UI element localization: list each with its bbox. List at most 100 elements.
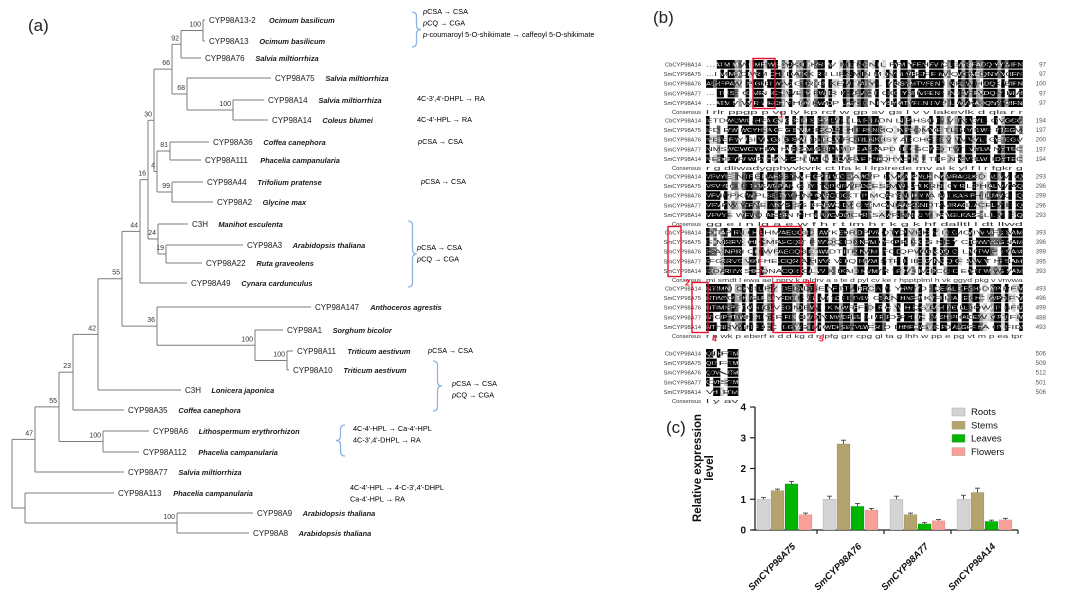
alignment-cell-run bbox=[986, 191, 991, 200]
alignment-cell-run bbox=[904, 210, 908, 219]
tree-leaf-species-label: Lithospermum erythrorhizon bbox=[199, 427, 300, 436]
alignment-cell-run bbox=[882, 247, 886, 256]
alignment-cell-run bbox=[1004, 312, 1009, 322]
conserved-site-box bbox=[772, 281, 816, 334]
alignment-cell-run bbox=[900, 266, 904, 275]
alignment-end-number: 299 bbox=[1036, 193, 1047, 200]
alignment-cell-run bbox=[774, 191, 778, 200]
x-category-label: SmCYP98A14 bbox=[946, 541, 998, 593]
alignment-cell-run bbox=[968, 266, 973, 275]
alignment-cell-run bbox=[932, 135, 937, 144]
alignment-sequence-row: NTI NP CH N LF SD FDEG W TI K MWDFEETVLW… bbox=[706, 325, 1023, 331]
alignment-cell-run bbox=[756, 284, 764, 293]
alignment-sequence-row: HN E NF E R S KV F P T DF ALVP EV A P A … bbox=[706, 174, 1023, 180]
tree-leaf-gene-label: CYP98A147 bbox=[315, 303, 360, 312]
alignment-cell-run bbox=[803, 125, 807, 135]
alignment-cell-run bbox=[968, 60, 973, 69]
alignment-cell-run bbox=[922, 247, 926, 256]
alignment-cell-run bbox=[846, 172, 854, 181]
alignment-cell-run bbox=[824, 200, 829, 210]
alignment-cell-run bbox=[745, 79, 750, 88]
alignment-cell-run bbox=[709, 135, 717, 144]
alignment-cell-run bbox=[814, 88, 818, 98]
alignment-end-number: 296 bbox=[1036, 202, 1047, 209]
alignment-cell-run bbox=[968, 88, 973, 98]
alignment-cell-run bbox=[727, 358, 739, 368]
alignment-end-number: 194 bbox=[1036, 156, 1047, 163]
alignment-cell-run bbox=[947, 200, 966, 210]
alignment-cell-run bbox=[1004, 98, 1009, 107]
alignment-sequence-row: N FP bbox=[706, 351, 740, 357]
alignment-cell-run bbox=[868, 228, 879, 237]
alignment-sequence-row: VL EN bbox=[706, 390, 739, 396]
alignment-cell-run bbox=[806, 60, 811, 69]
alignment-cell-run bbox=[1001, 266, 1009, 275]
alignment-cell-run bbox=[911, 200, 915, 210]
alignment-cell-run bbox=[850, 200, 854, 210]
tree-leaf-gene-label: CYP98A3 bbox=[247, 241, 283, 250]
alignment-cell-run bbox=[745, 88, 750, 98]
alignment-cell-run bbox=[878, 154, 883, 163]
alignment-cell-run bbox=[968, 284, 973, 293]
alignment-sequence-row: P TM M M MR ECH F CTK VR D V LA C I N II… bbox=[706, 72, 1023, 78]
alignment-cell-run bbox=[932, 312, 937, 322]
alignment-cell-run bbox=[1019, 125, 1023, 135]
alignment-cell-run bbox=[868, 116, 872, 125]
alignment-cell-run bbox=[947, 303, 951, 312]
alignment-cell-run bbox=[774, 200, 778, 210]
alignment-cell-run bbox=[731, 312, 735, 322]
alignment-cell-run bbox=[781, 172, 786, 181]
alignment-cell-run bbox=[976, 172, 980, 181]
alignment-end-number: 488 bbox=[1036, 314, 1047, 321]
alignment-cell-run bbox=[817, 312, 822, 322]
alignment-sequence-row: VFVYDE P TFW P AHSS TYV Y QP N WC DGMC Y… bbox=[706, 174, 1023, 180]
alignment-cell-run bbox=[990, 181, 998, 191]
alignment-cell-run bbox=[763, 200, 768, 210]
alignment-cell-run bbox=[1001, 116, 1005, 125]
alignment-cell-run bbox=[940, 191, 944, 200]
alignment-end-number: 200 bbox=[1036, 137, 1047, 144]
tree-leaf-species-label: Lonicera japonica bbox=[211, 386, 274, 395]
alignment-cell-run bbox=[785, 210, 789, 219]
alignment-end-number: 197 bbox=[1036, 127, 1047, 134]
alignment-cell-run bbox=[950, 303, 958, 312]
alignment-cell-run bbox=[1015, 312, 1020, 322]
alignment-row-label: SmCYP98A75 bbox=[664, 184, 701, 190]
alignment-cell-run bbox=[983, 200, 987, 210]
alignment-sequence-row: QDV VTM bbox=[706, 361, 738, 367]
alignment-cell-run bbox=[947, 228, 958, 237]
alignment-cell-run bbox=[817, 116, 822, 125]
alignment-cell-run bbox=[781, 266, 804, 275]
alignment-cell-run bbox=[1001, 322, 1005, 331]
conserved-site-box bbox=[759, 225, 802, 278]
alignment-cell-run bbox=[850, 247, 854, 256]
alignment-cell-run bbox=[871, 322, 876, 331]
alignment-cell-run bbox=[706, 210, 728, 219]
reaction-annotation: pCSA → CSA bbox=[427, 346, 473, 355]
alignment-cell-run bbox=[947, 88, 951, 98]
alignment-cell-run bbox=[990, 172, 998, 181]
alignment-cell-run bbox=[792, 191, 796, 200]
panel-a-label: (a) bbox=[28, 16, 49, 35]
alignment-cell-run bbox=[882, 322, 886, 331]
tree-leaf-gene-label: CYP98A6 bbox=[153, 427, 189, 436]
alignment-cell-run bbox=[745, 135, 750, 144]
alignment-cell-run bbox=[940, 125, 944, 135]
alignment-cell-run bbox=[806, 88, 811, 98]
alignment-cell-run bbox=[828, 237, 832, 247]
alignment-cell-run bbox=[1001, 125, 1005, 135]
alignment-cell-run bbox=[846, 125, 850, 135]
bootstrap-value: 100 bbox=[89, 433, 101, 440]
alignment-sequence-row: E K AN RVC HK Y LVAECQR Q AWV EK DD NVM … bbox=[706, 230, 1023, 236]
alignment-cell-run bbox=[839, 172, 847, 181]
alignment-cell-run bbox=[943, 98, 948, 107]
tree-leaf-species-label: Salvia miltiorrhiza bbox=[255, 54, 318, 63]
alignment-cell-run bbox=[871, 144, 879, 154]
alignment-cell-run bbox=[896, 256, 901, 266]
alignment-cell-run bbox=[824, 154, 829, 163]
alignment-cell-run bbox=[1001, 69, 1005, 79]
alignment-cell-run bbox=[882, 237, 886, 247]
alignment-cell-run bbox=[950, 144, 955, 154]
legend-swatch bbox=[951, 434, 966, 443]
alignment-cell-run bbox=[788, 98, 793, 107]
